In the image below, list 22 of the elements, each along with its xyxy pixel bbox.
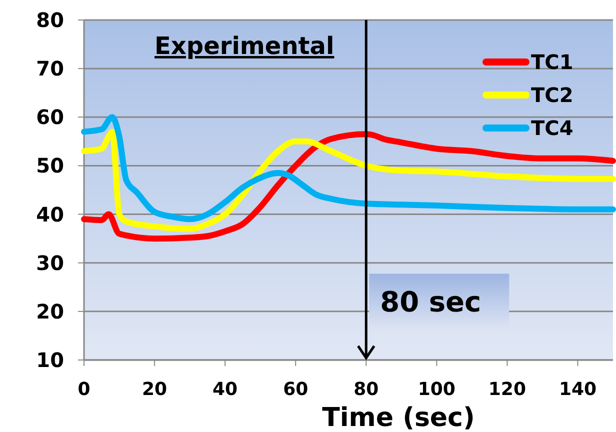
y-tick-label: 10 xyxy=(36,348,64,372)
ref-line-label: 80 sec xyxy=(380,286,482,319)
y-tick-label: 20 xyxy=(36,299,64,324)
y-tick-label: 40 xyxy=(36,202,64,226)
legend-label: TC4 xyxy=(531,116,574,140)
y-tick-label: 60 xyxy=(36,105,64,130)
y-tick-label: 80 xyxy=(36,8,64,32)
y-tick-label: 70 xyxy=(36,56,64,81)
x-tick-label: 40 xyxy=(212,379,238,400)
x-axis-title: Time (sec) xyxy=(322,403,475,432)
x-tick-label: 20 xyxy=(142,379,168,400)
legend-label: TC2 xyxy=(531,83,574,107)
x-tick-label: 0 xyxy=(78,379,90,400)
x-tick-label: 120 xyxy=(488,379,526,400)
x-tick-label: 80 xyxy=(354,379,379,400)
x-tick-label: 140 xyxy=(558,379,597,400)
y-tick-label: 30 xyxy=(36,250,64,275)
x-tick-label: 100 xyxy=(418,379,456,400)
y-tick-label: 50 xyxy=(36,154,64,178)
x-tick-label: 60 xyxy=(283,379,308,400)
text: Experimental xyxy=(154,32,334,60)
legend-label: TC1 xyxy=(531,50,574,74)
